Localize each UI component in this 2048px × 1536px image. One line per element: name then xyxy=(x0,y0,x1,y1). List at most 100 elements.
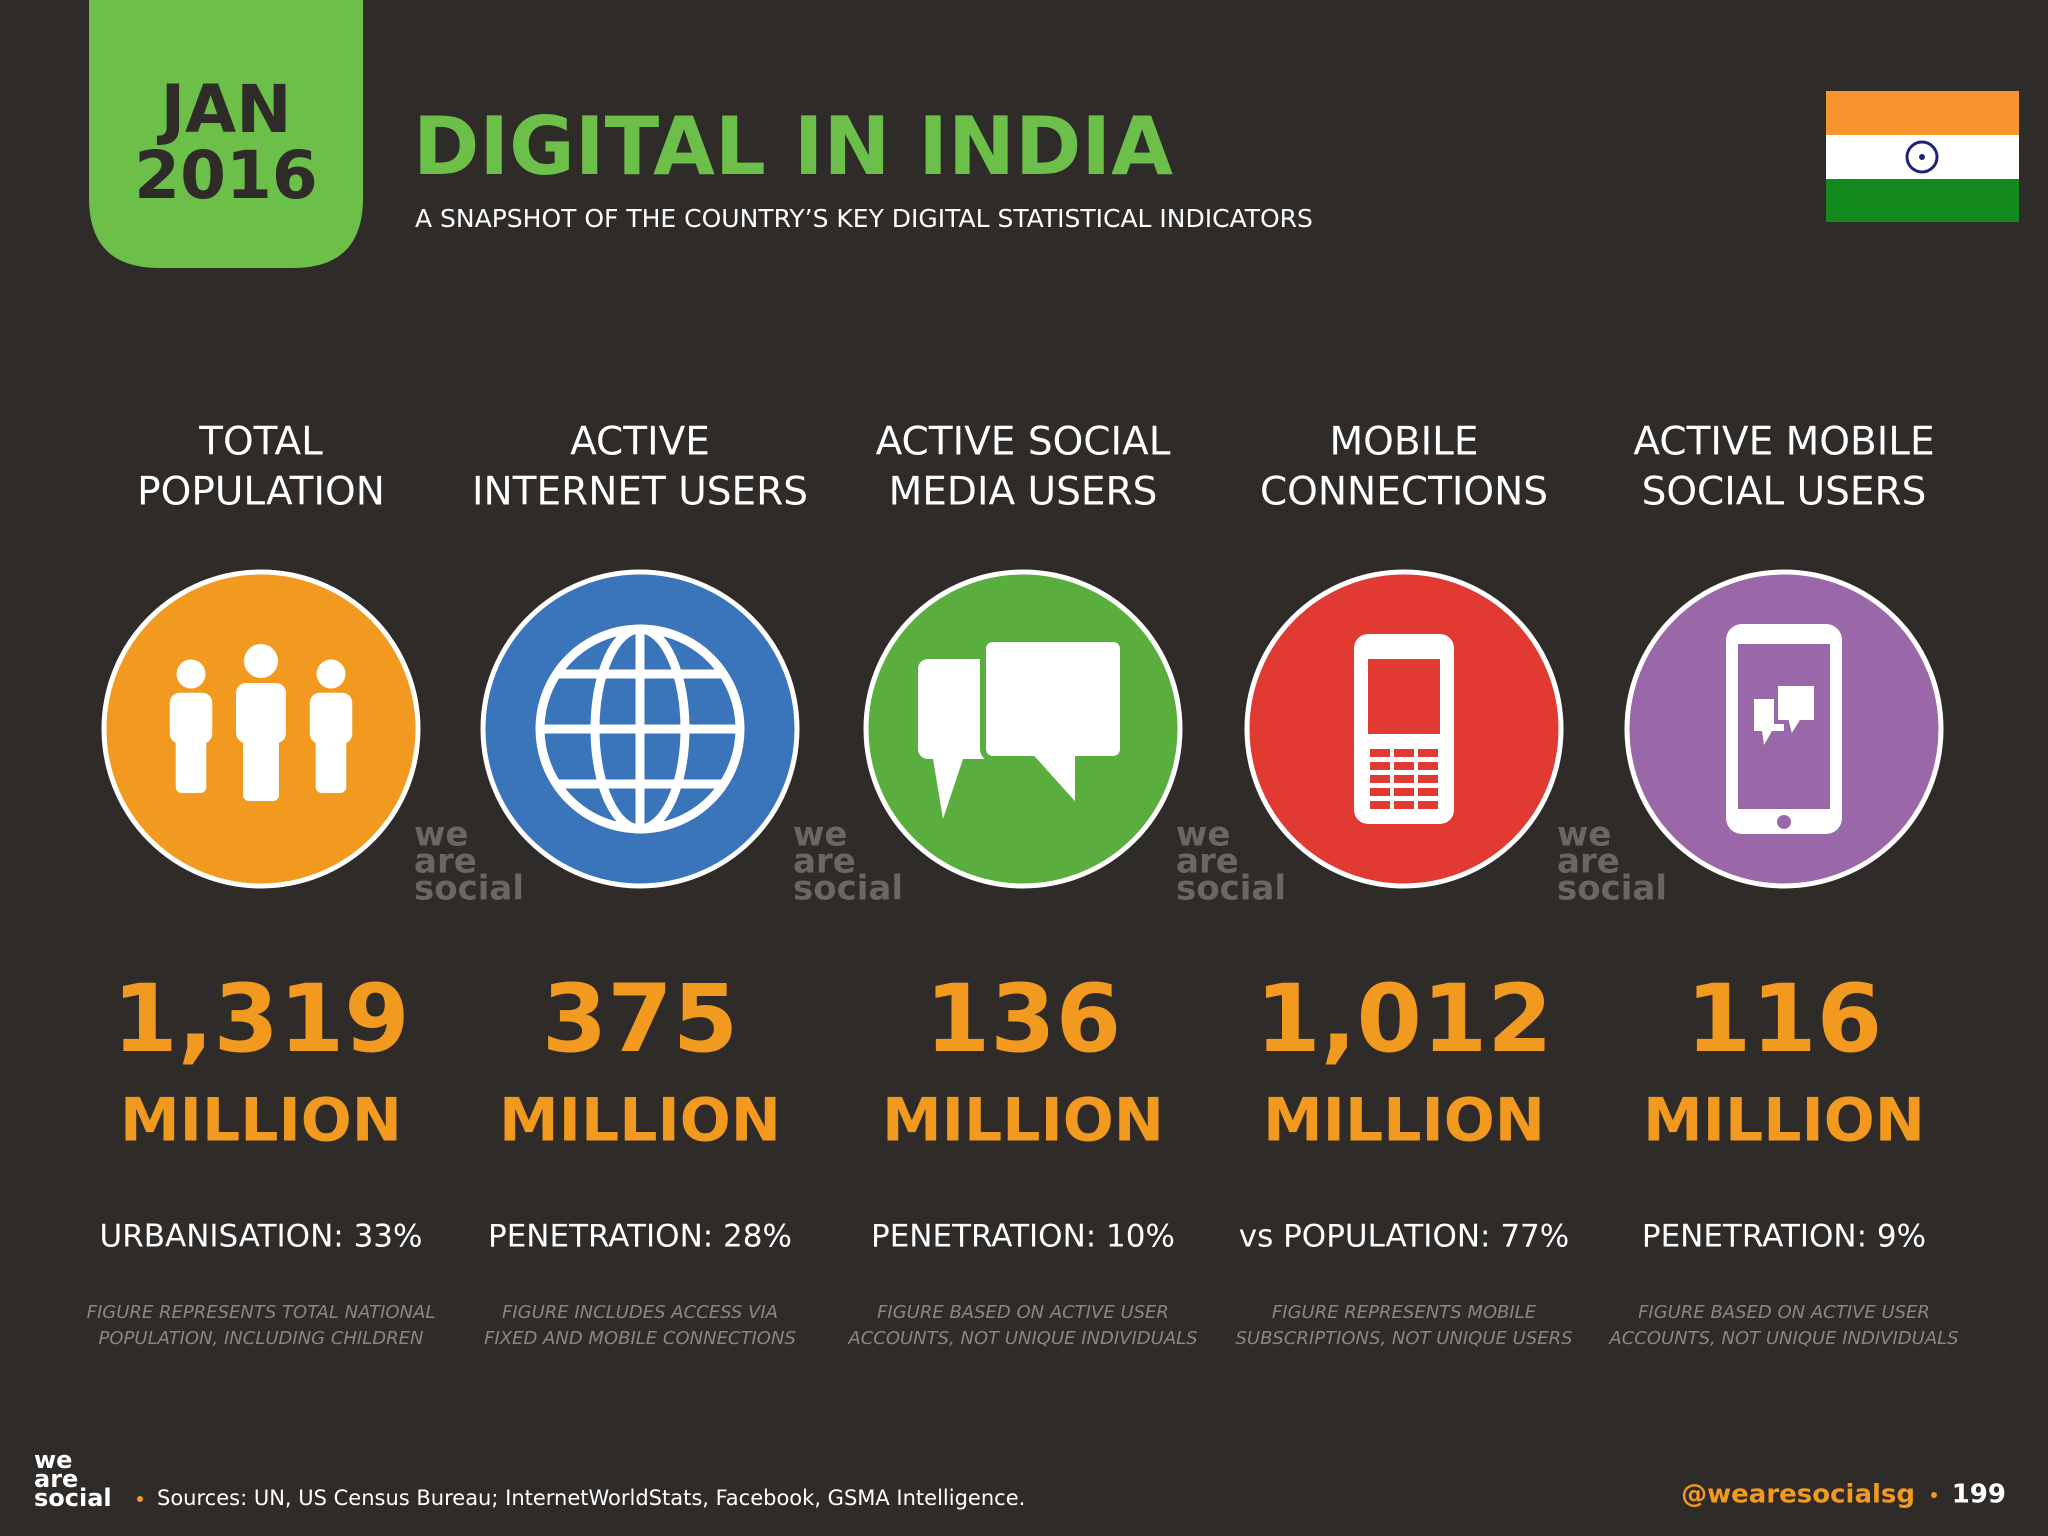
watermark: social xyxy=(414,869,524,909)
icon xyxy=(1354,634,1454,824)
watermark: are xyxy=(1176,842,1239,882)
icon-part xyxy=(243,731,279,801)
icon-part xyxy=(1418,788,1438,796)
date-month: JAN xyxy=(157,71,292,148)
footer-logo: we are social xyxy=(34,1446,112,1512)
figure: 1,319 xyxy=(112,965,409,1074)
stat: PENETRATION: 28% xyxy=(488,1219,792,1255)
stat-column: ACTIVE SOCIAL MEDIA USERS wearesocial 136 MI… xyxy=(847,420,1286,1350)
column-heading: ACTIVE SOCIAL xyxy=(876,420,1171,465)
note: FIGURE BASED ON ACTIVE USER xyxy=(1638,1302,1930,1323)
page-number: 199 xyxy=(1952,1480,2006,1510)
icon-part xyxy=(244,644,278,678)
columns: TOTALPOPULATIONwearesocial1,319MILLIONUR… xyxy=(87,420,1959,1350)
icon xyxy=(535,624,745,834)
stat-column: MOBILE CONNECTIONS wearesocial 1,012 MILLION… xyxy=(1235,420,1667,1350)
note: SUBSCRIPTIONS, NOT UNIQUE USERS xyxy=(1235,1328,1572,1349)
note: ACCOUNTS, NOT UNIQUE INDIVIDUALS xyxy=(1608,1328,1958,1349)
note: ACCOUNTS, NOT UNIQUE INDIVIDUALS xyxy=(847,1328,1197,1349)
icon-part xyxy=(1418,749,1438,757)
icon-part xyxy=(316,659,346,689)
unit: MILLION xyxy=(882,1086,1164,1156)
note: FIGURE REPRESENTS MOBILE xyxy=(1272,1302,1537,1323)
icon-part xyxy=(1370,801,1390,809)
flag xyxy=(1826,91,2019,222)
stat-column: TOTAL POPULATION wearesocial 1,319 MILLION UR… xyxy=(87,420,524,1350)
stat: URBANISATION: 33% xyxy=(100,1219,423,1255)
icon-part xyxy=(1394,762,1414,770)
icon-part xyxy=(1418,762,1438,770)
watermark: are xyxy=(1557,842,1620,882)
icon-part xyxy=(169,692,213,744)
icon-part xyxy=(1370,775,1390,783)
note: FIGURE INCLUDES ACCESS VIA xyxy=(502,1302,778,1323)
icon-part xyxy=(1418,801,1438,809)
icon-part xyxy=(1394,788,1414,796)
column-heading: SOCIAL USERS xyxy=(1642,470,1927,515)
logo-text: social xyxy=(34,1484,112,1512)
sources: Sources: UN, US Census Bureau; InternetW… xyxy=(157,1486,1025,1510)
watermark: we xyxy=(414,815,468,855)
column-heading: MOBILE xyxy=(1330,420,1479,465)
watermark: we xyxy=(793,815,847,855)
title: DIGITAL IN INDIA xyxy=(413,100,1173,193)
icon xyxy=(169,644,353,801)
watermark: we xyxy=(1176,815,1230,855)
watermark: are xyxy=(414,842,477,882)
icon-part xyxy=(1370,788,1390,796)
watermark: social xyxy=(1176,869,1286,909)
icon-part xyxy=(315,733,347,793)
figure: 375 xyxy=(542,965,738,1074)
icon-part xyxy=(1418,775,1438,783)
icon-part xyxy=(236,683,286,743)
handle: @wearesocialsg xyxy=(1681,1480,1915,1510)
column-heading: ACTIVE xyxy=(570,420,710,465)
column-heading: TOTAL xyxy=(198,420,323,465)
icon-part xyxy=(175,733,207,793)
icon-part xyxy=(1394,749,1414,757)
column-heading: ACTIVE MOBILE xyxy=(1633,420,1934,465)
unit: MILLION xyxy=(499,1086,781,1156)
icon-part xyxy=(1370,749,1390,757)
date-tab xyxy=(89,0,363,268)
stat: PENETRATION: 10% xyxy=(871,1219,1175,1255)
note: FIXED AND MOBILE CONNECTIONS xyxy=(484,1328,796,1349)
logo-text: are xyxy=(34,1465,78,1493)
icon-part xyxy=(918,659,998,819)
icon-part xyxy=(980,636,1126,817)
stat-column: ACTIVE INTERNET USERS wearesocial 375 MILLIO… xyxy=(472,420,903,1350)
unit: MILLION xyxy=(1263,1086,1545,1156)
watermark: social xyxy=(1557,869,1667,909)
unit: MILLION xyxy=(1643,1086,1925,1156)
watermark: are xyxy=(793,842,856,882)
column-heading: POPULATION xyxy=(137,470,385,515)
watermark: we xyxy=(1557,815,1611,855)
column-heading: INTERNET USERS xyxy=(472,470,808,515)
subtitle: A SNAPSHOT OF THE COUNTRY’S KEY DIGITAL … xyxy=(415,204,1313,233)
stat: PENETRATION: 9% xyxy=(1642,1219,1926,1255)
date-year: 2016 xyxy=(134,137,318,214)
icon-part xyxy=(309,692,353,744)
icon-part xyxy=(1394,801,1414,809)
logo-text: we xyxy=(34,1446,72,1474)
icon xyxy=(918,636,1126,819)
icon-part xyxy=(1368,659,1440,734)
icon xyxy=(1726,624,1842,834)
bullet xyxy=(137,1496,143,1502)
figure: 1,012 xyxy=(1255,965,1552,1074)
icon-part xyxy=(176,659,206,689)
note: FIGURE REPRESENTS TOTAL NATIONAL xyxy=(87,1302,436,1323)
figure: 116 xyxy=(1686,965,1882,1074)
unit: MILLION xyxy=(120,1086,402,1156)
icon-part xyxy=(1394,775,1414,783)
stat-column: ACTIVE MOBILE SOCIAL USERS 116 MILLION PENET… xyxy=(1608,420,1958,1350)
column-heading: CONNECTIONS xyxy=(1260,470,1548,515)
column-heading: MEDIA USERS xyxy=(889,470,1158,515)
icon-part xyxy=(1774,682,1818,744)
figure: 136 xyxy=(925,965,1121,1074)
watermark: social xyxy=(793,869,903,909)
note: FIGURE BASED ON ACTIVE USER xyxy=(877,1302,1169,1323)
bullet xyxy=(1931,1492,1937,1498)
icon-part xyxy=(1370,762,1390,770)
